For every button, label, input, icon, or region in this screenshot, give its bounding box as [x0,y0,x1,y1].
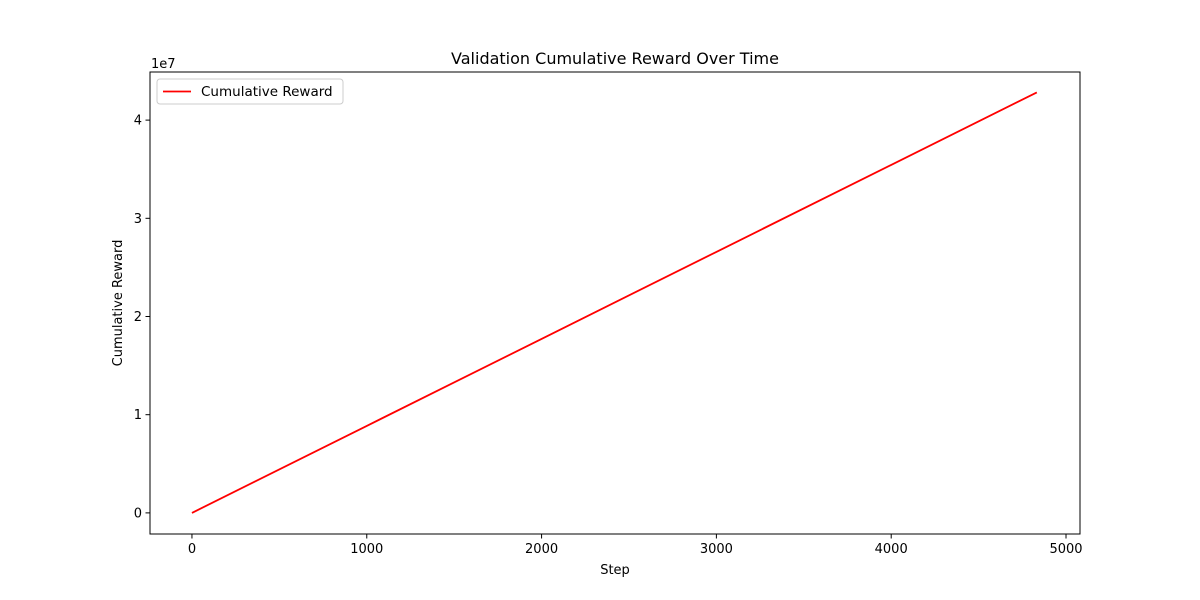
y-tick-label: 0 [134,506,142,521]
x-tick-label: 3000 [700,542,733,557]
x-tick-label: 1000 [350,542,383,557]
series-line-cumulative-reward [191,91,1038,514]
x-tick-label: 5000 [1049,542,1082,557]
y-axis-label: Cumulative Reward [111,240,126,367]
y-tick-label: 3 [134,212,142,227]
x-tick-label: 4000 [875,542,908,557]
y-axis-offset-label: 1e7 [151,57,176,72]
legend-label-cumulative-reward: Cumulative Reward [201,84,333,100]
y-tick-label: 2 [134,310,142,325]
y-tick-label: 4 [134,114,142,129]
legend-box [156,78,344,105]
y-axis-ticks: 0 1 2 3 4 [134,114,150,521]
x-tick-label: 0 [188,542,196,557]
x-tick-label: 2000 [525,542,558,557]
x-axis-label: Step [600,563,630,578]
x-axis-ticks: 0 1000 2000 3000 4000 5000 [188,534,1083,557]
series-layer [191,91,1038,514]
legend: Cumulative Reward [156,78,344,105]
chart-title: Validation Cumulative Reward Over Time [451,49,779,68]
y-tick-label: 1 [134,408,142,423]
